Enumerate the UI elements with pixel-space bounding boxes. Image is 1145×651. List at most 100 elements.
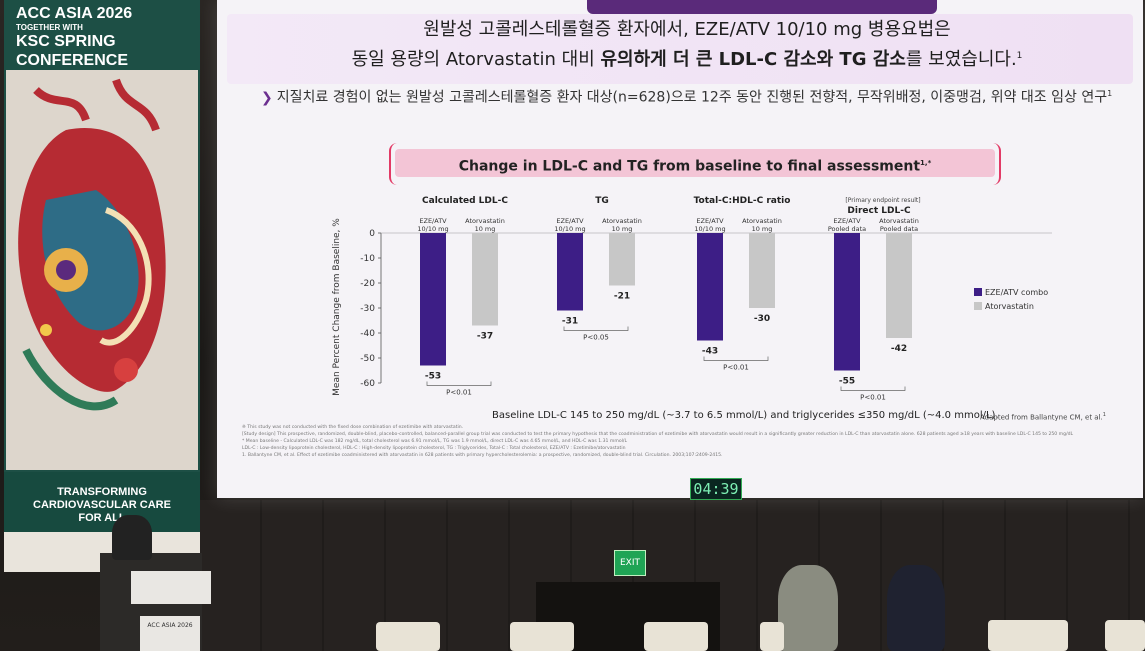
headline-line2-c: 를 보였습니다.: [905, 49, 1017, 70]
chart-title-text: Change in LDL-C and TG from baseline to …: [458, 158, 921, 175]
bar: [472, 233, 498, 326]
panelist-right: [887, 565, 945, 651]
group-pre-title: [Primary endpoint result]: [845, 197, 920, 204]
y-axis-label: Mean Percent Change from Baseline, %: [332, 218, 342, 396]
ldl-tg-bar-chart: Mean Percent Change from Baseline, % 0 -10…: [332, 196, 1052, 402]
chevron-right-icon: ❯: [261, 89, 273, 106]
significance-bracket: [563, 326, 629, 331]
exit-sign: EXIT: [614, 550, 646, 576]
bar-label-line1: EZE/ATV: [696, 217, 724, 225]
p-value-label: P<0.05: [583, 334, 609, 342]
p-value-label: P<0.01: [860, 394, 886, 402]
group-title: Direct LDL-C: [847, 206, 911, 216]
bar-label-line2: 10 mg: [612, 225, 633, 233]
legend-label: Atorvastatin: [985, 301, 1034, 311]
group-title: TG: [595, 196, 609, 206]
stage-chair-1: [376, 622, 440, 651]
tagline-line1: TRANSFORMING: [57, 486, 147, 498]
footnote-4: LDL-C : Low-density lipoprotein choleste…: [242, 446, 626, 451]
chart-title: Change in LDL-C and TG from baseline to …: [395, 149, 995, 177]
tagline-line2: CARDIOVASCULAR CARE: [33, 499, 171, 511]
bar-label-line2: 10 mg: [752, 225, 773, 233]
bar: [557, 233, 583, 311]
stage-chair-2: [510, 622, 574, 651]
group-title: Calculated LDL-C: [422, 196, 508, 206]
podium-front-sign: ACC ASIA 2026: [140, 616, 200, 651]
banner-line4: CONFERENCE: [16, 52, 129, 69]
top-strip: [587, 0, 937, 14]
footnote-2: [Study design] This prospective, randomi…: [242, 432, 1074, 437]
bar-label-line2: 10/10 mg: [694, 225, 725, 233]
y-tick-label: -20: [360, 279, 375, 289]
headline-emphasis: 유의하게 더 큰 LDL-C 감소와 TG 감소: [600, 49, 906, 70]
bar-label-line2: Pooled data: [880, 225, 918, 233]
bar-label-line1: EZE/ATV: [419, 217, 447, 225]
bar-label-line2: 10 mg: [475, 225, 496, 233]
bar-value-label: -37: [477, 332, 493, 342]
bar-value-label: -43: [702, 347, 718, 357]
bar-value-label: -53: [425, 372, 441, 382]
footnote-3: * Mean baseline - Calculated LDL-C was 1…: [242, 439, 628, 444]
footnote-1: ※ This study was not conducted with the …: [242, 425, 464, 430]
adapted-sup: 1: [1102, 412, 1106, 418]
bar-label-line2: 10/10 mg: [554, 225, 585, 233]
legend-item: EZE/ATV combo: [974, 285, 1048, 299]
bar: [420, 233, 446, 366]
bar-label-line2: 10/10 mg: [417, 225, 448, 233]
headline-line1: 원발성 고콜레스테롤혈증 환자에서, EZE/ATV 10/10 mg 병용요법…: [423, 19, 951, 40]
bar: [609, 233, 635, 286]
adapted-note: Adapted from Ballantyne CM, et al.1: [980, 412, 1106, 421]
baseline-note: Baseline LDL-C 145 to 250 mg/dL (~3.7 to…: [492, 410, 999, 421]
study-bullet: ❯ 지질치료 경험이 없는 원발성 고콜레스테롤혈증 환자 대상(n=628)으로…: [261, 84, 1121, 108]
slide-headline: 원발성 고콜레스테롤혈증 환자에서, EZE/ATV 10/10 mg 병용요법…: [287, 16, 1087, 73]
significance-bracket: [840, 386, 906, 391]
bar-value-label: -31: [562, 317, 578, 327]
tagline-line3: FOR ALL: [78, 512, 126, 524]
significance-bracket: [703, 356, 769, 361]
y-tick-label: -60: [360, 379, 375, 389]
bar-value-label: -55: [839, 377, 855, 387]
chart-title-frame: Change in LDL-C and TG from baseline to …: [389, 143, 1001, 185]
bar-label-line1: EZE/ATV: [556, 217, 584, 225]
heart-artwork: [6, 70, 198, 470]
banner-line1: ACC ASIA 2026: [16, 5, 133, 22]
p-value-label: P<0.01: [446, 389, 472, 397]
group-title: Total-C:HDL-C ratio: [694, 196, 791, 206]
y-tick-label: -50: [360, 354, 375, 364]
speaker: [112, 515, 152, 560]
stage-chair-5: [988, 620, 1068, 651]
panelist-left: [778, 565, 838, 651]
banner-line2: TOGETHER WITH: [16, 23, 83, 32]
p-value-label: P<0.01: [723, 364, 749, 372]
significance-bracket: [426, 381, 492, 386]
chart-legend: EZE/ATV combo Atorvastatin: [974, 285, 1048, 313]
stage-chair-3: [644, 622, 708, 651]
y-tick-label: -10: [360, 254, 375, 264]
bar-label-line1: Atorvastatin: [879, 217, 919, 225]
bar: [886, 233, 912, 338]
podium-logo-sign: [131, 571, 211, 604]
bar-label-line1: EZE/ATV: [833, 217, 861, 225]
adapted-text: Adapted from Ballantyne CM, et al.: [980, 413, 1103, 422]
bar-value-label: -21: [614, 292, 630, 302]
bar-value-label: -30: [754, 314, 770, 324]
countdown-timer: 04:39: [690, 478, 742, 500]
y-tick-label: -30: [360, 304, 375, 314]
bar: [697, 233, 723, 341]
banner-line3: KSC SPRING: [16, 33, 116, 50]
projection-screen: 원발성 고콜레스테롤혈증 환자에서, EZE/ATV 10/10 mg 병용요법…: [217, 0, 1143, 498]
banner-title: ACC ASIA 2026 TOGETHER WITH KSC SPRING C…: [16, 4, 132, 70]
bullet-text: 지질치료 경험이 없는 원발성 고콜레스테롤혈증 환자 대상(n=628)으로 …: [276, 89, 1108, 106]
headline-line2: 동일 용량의 Atorvastatin 대비 유의하게 더 큰 LDL-C 감소…: [287, 43, 1087, 73]
headline-sup: 1: [1016, 51, 1023, 61]
bar-label-line1: Atorvastatin: [465, 217, 505, 225]
legend-label: EZE/ATV combo: [985, 287, 1049, 297]
y-tick-label: -40: [360, 329, 375, 339]
bar-label-line1: Atorvastatin: [602, 217, 642, 225]
headline-line2-a: 동일 용량의 Atorvastatin 대비: [351, 49, 601, 70]
bar: [749, 233, 775, 308]
bar-label-line2: Pooled data: [828, 225, 866, 233]
y-tick-label: 0: [369, 229, 375, 239]
chart-title-sup: 1,*: [920, 159, 932, 167]
footnote-5: 1. Ballantyne CM, et al. Effect of ezeti…: [242, 453, 723, 458]
